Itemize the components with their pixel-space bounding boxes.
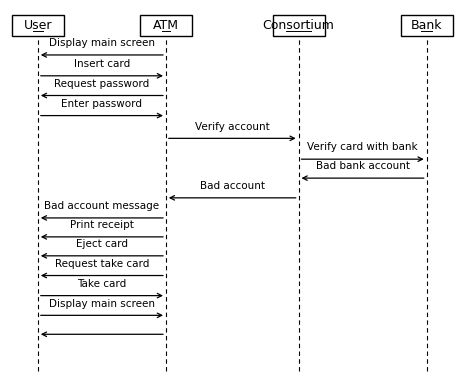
Text: User: User [24,19,52,32]
Text: Bank: Bank [411,19,442,32]
Text: Eject card: Eject card [76,239,128,249]
Text: Display main screen: Display main screen [49,299,155,309]
Text: Verify account: Verify account [195,122,270,132]
Bar [401,15,453,36]
Text: Request take card: Request take card [55,259,149,269]
Bar [273,15,325,36]
Text: Bad account: Bad account [200,181,265,191]
Text: Verify card with bank: Verify card with bank [307,143,418,152]
Text: Request password: Request password [55,79,149,89]
Text: Display main screen: Display main screen [49,38,155,48]
Bar [140,15,192,36]
Text: ATM: ATM [153,19,179,32]
Text: Consortium: Consortium [263,19,335,32]
Text: Take card: Take card [77,279,127,289]
Text: Enter password: Enter password [62,99,142,109]
Text: Bad account message: Bad account message [45,201,159,211]
Text: Print receipt: Print receipt [70,220,134,230]
Bar [12,15,64,36]
Text: Bad bank account: Bad bank account [316,161,410,171]
Text: Insert card: Insert card [74,59,130,69]
